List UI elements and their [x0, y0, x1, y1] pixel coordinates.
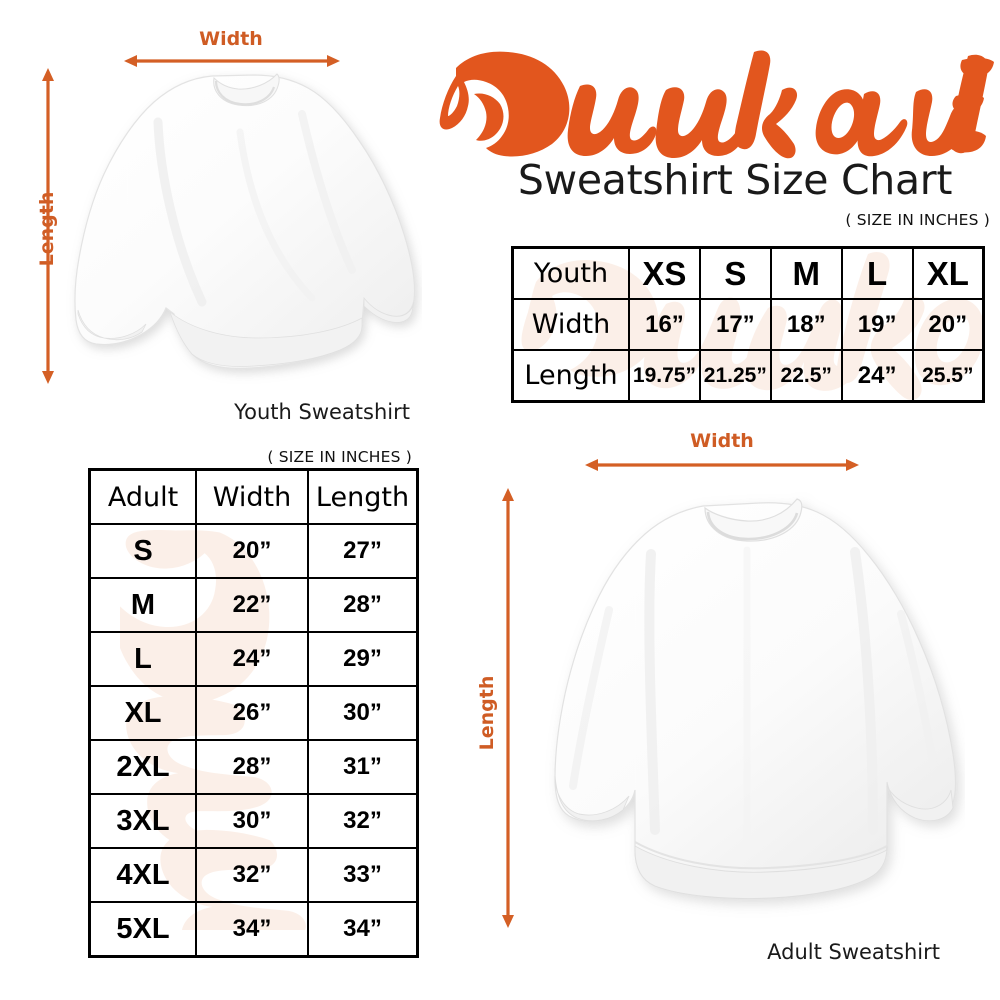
adult-width-m: 22” [195, 577, 309, 633]
adult-header-size: Adult [88, 468, 197, 525]
adult-width-3xl: 30” [195, 793, 309, 849]
adult-width-l: 24” [195, 631, 309, 687]
youth-length-arrow [42, 68, 54, 384]
youth-width-l: 19” [840, 298, 914, 351]
adult-size-l: L [88, 631, 197, 687]
adult-size-unit-note: ( SIZE IN INCHES ) [267, 448, 412, 466]
youth-size-m: M [769, 246, 843, 300]
adult-length-4xl: 33” [307, 847, 419, 903]
adult-length-3xl: 32” [307, 793, 419, 849]
adult-size-m: M [88, 577, 197, 633]
youth-size-table: Youth XS S M L XL Width 16” 17” 18” 19” … [511, 246, 985, 403]
dunkare-logo [438, 34, 994, 162]
adult-size-xl: XL [88, 685, 197, 741]
youth-length-m: 22.5” [769, 349, 843, 403]
youth-width-arrow [124, 55, 340, 67]
adult-size-s: S [88, 523, 197, 579]
youth-sweatshirt-caption: Youth Sweatshirt [234, 400, 410, 424]
adult-width-s: 20” [195, 523, 309, 579]
table-row: Youth XS S M L XL [511, 246, 985, 300]
adult-length-5xl: 34” [307, 901, 419, 958]
adult-size-4xl: 4XL [88, 847, 197, 903]
table-row: L 24” 29” [88, 631, 419, 687]
table-row: Length 19.75” 21.25” 22.5” 24” 25.5” [511, 349, 985, 403]
adult-size-5xl: 5XL [88, 901, 197, 958]
table-row: 3XL 30” 32” [88, 793, 419, 849]
adult-length-xl: 30” [307, 685, 419, 741]
adult-length-label: Length [476, 675, 498, 751]
adult-length-l: 29” [307, 631, 419, 687]
adult-sweatshirt-caption: Adult Sweatshirt [767, 940, 940, 964]
youth-size-xs: XS [628, 246, 701, 300]
adult-size-3xl: 3XL [88, 793, 197, 849]
youth-size-xl: XL [911, 246, 985, 300]
youth-width-xs: 16” [628, 298, 701, 351]
adult-header-width: Width [195, 468, 309, 525]
adult-length-2xl: 31” [307, 739, 419, 795]
youth-width-xl: 20” [911, 298, 985, 351]
page-title: Sweatshirt Size Chart [517, 156, 953, 204]
table-row: S 20” 27” [88, 523, 419, 579]
adult-width-arrow [585, 459, 859, 471]
youth-size-unit-note: ( SIZE IN INCHES ) [845, 211, 990, 229]
youth-width-label: Width [199, 28, 263, 50]
adult-width-label: Width [690, 430, 754, 452]
youth-width-s: 17” [698, 298, 772, 351]
youth-length-rowhead: Length [511, 349, 630, 403]
table-row: Adult Width Length [88, 468, 419, 525]
adult-width-4xl: 32” [195, 847, 309, 903]
youth-width-rowhead: Width [511, 298, 630, 351]
youth-sweatshirt-image [62, 62, 422, 392]
youth-header-cell: Youth [511, 246, 630, 300]
adult-length-s: 27” [307, 523, 419, 579]
table-row: 5XL 34” 34” [88, 901, 419, 958]
table-row: XL 26” 30” [88, 685, 419, 741]
youth-length-xs: 19.75” [628, 349, 701, 403]
youth-length-l: 24” [840, 349, 914, 403]
youth-size-l: L [840, 246, 914, 300]
adult-width-5xl: 34” [195, 901, 309, 958]
table-row: 2XL 28” 31” [88, 739, 419, 795]
youth-size-s: S [698, 246, 772, 300]
adult-length-arrow [502, 488, 514, 928]
table-row: Width 16” 17” 18” 19” 20” [511, 298, 985, 351]
table-row: 4XL 32” 33” [88, 847, 419, 903]
adult-size-table: Adult Width Length S 20” 27” M 22” 28” L… [88, 468, 419, 958]
adult-length-m: 28” [307, 577, 419, 633]
adult-width-2xl: 28” [195, 739, 309, 795]
youth-length-s: 21.25” [698, 349, 772, 403]
youth-width-m: 18” [769, 298, 843, 351]
adult-width-xl: 26” [195, 685, 309, 741]
youth-length-xl: 25.5” [911, 349, 985, 403]
adult-sweatshirt-image [535, 490, 965, 940]
table-row: M 22” 28” [88, 577, 419, 633]
adult-header-length: Length [307, 468, 419, 525]
adult-size-2xl: 2XL [88, 739, 197, 795]
